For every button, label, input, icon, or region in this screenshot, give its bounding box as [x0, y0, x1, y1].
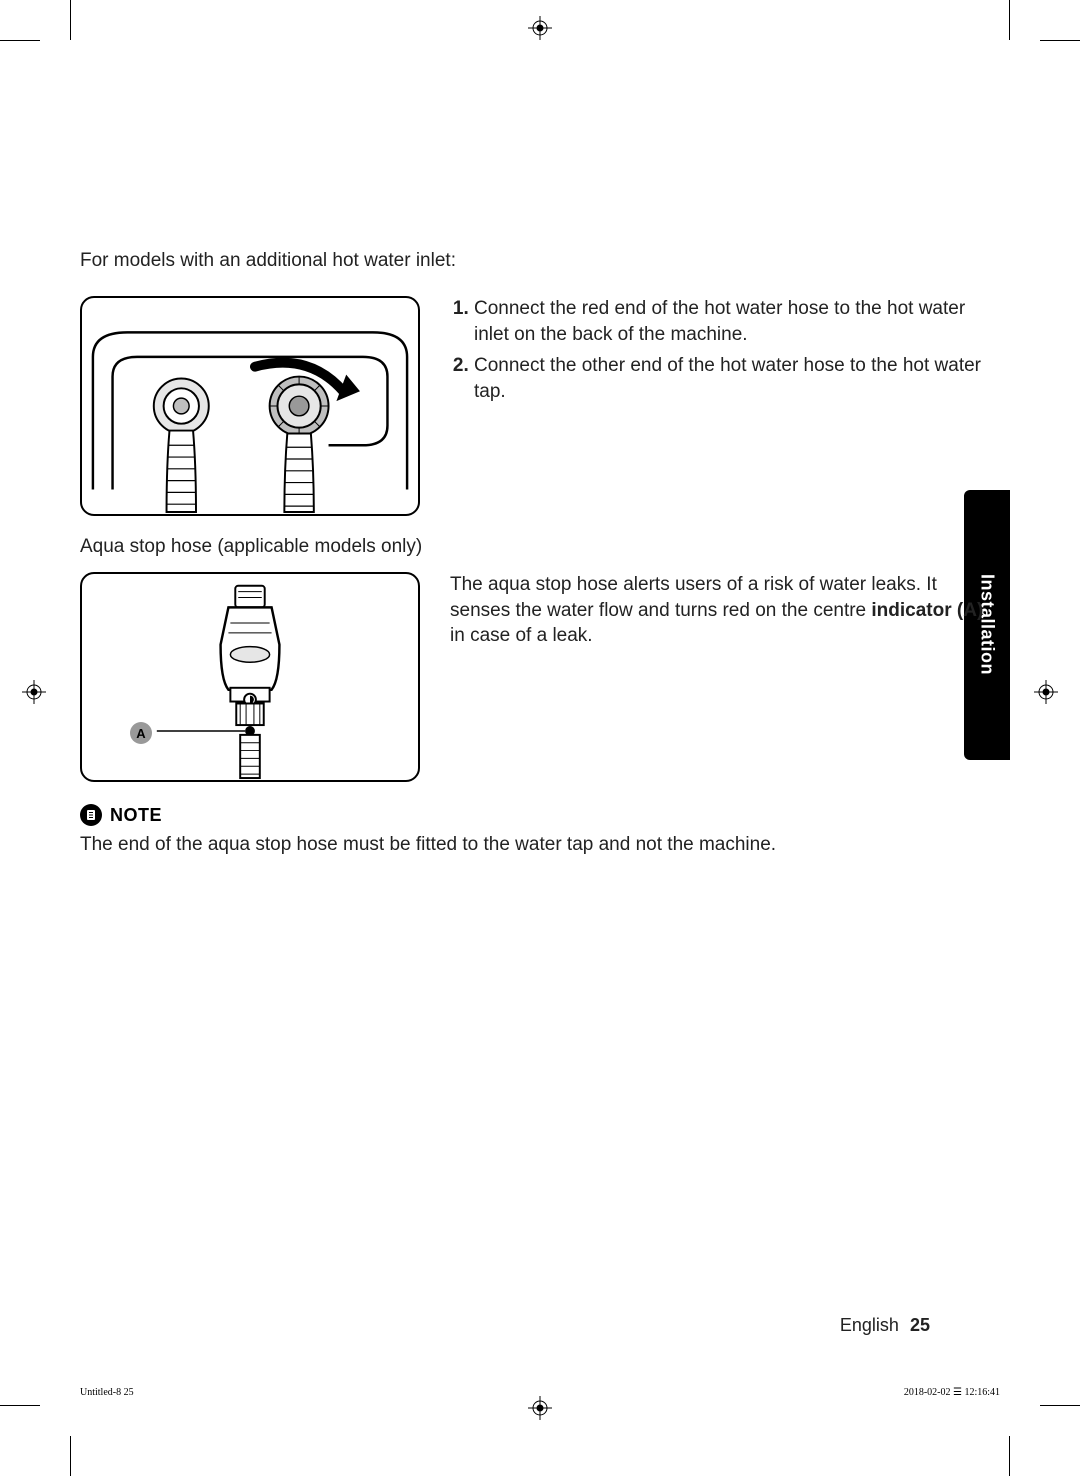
callout-badge-a: A	[130, 722, 152, 744]
aqua-text-before: The aqua stop hose alerts users of a ris…	[450, 574, 937, 621]
section-aqua-stop: A The aqua stop hose alerts users of a r…	[80, 572, 1000, 782]
section-hot-water: Connect the red end of the hot water hos…	[80, 296, 1000, 516]
figure-hot-water-inlet	[80, 296, 420, 516]
registration-mark-icon	[528, 1396, 552, 1420]
figure-aqua-stop-hose: A	[80, 572, 420, 782]
crop-mark	[1040, 1405, 1080, 1406]
imprint-right: 2018-02-02 ☰ 12:16:41	[904, 1387, 1000, 1398]
crop-mark	[70, 0, 71, 40]
crop-mark	[70, 1436, 71, 1476]
footer-page-number: 25	[910, 1315, 930, 1335]
note-label: NOTE	[110, 805, 162, 826]
crop-mark	[1040, 40, 1080, 41]
registration-mark-icon	[22, 680, 46, 704]
registration-mark-icon	[528, 16, 552, 40]
registration-mark-icon	[1034, 680, 1058, 704]
note-icon	[80, 804, 102, 826]
aqua-text-after: in case of a leak.	[450, 625, 593, 646]
crop-mark	[0, 40, 40, 41]
page-content: For models with an additional hot water …	[80, 250, 1000, 858]
page-footer: English 25	[840, 1315, 930, 1336]
step-item: Connect the other end of the hot water h…	[474, 353, 1000, 404]
aqua-stop-description: The aqua stop hose alerts users of a ris…	[450, 572, 1000, 782]
note-header: NOTE	[80, 804, 1000, 826]
sub-heading: Aqua stop hose (applicable models only)	[80, 536, 1000, 558]
step-item: Connect the red end of the hot water hos…	[474, 296, 1000, 347]
aqua-text-bold: indicator (A)	[871, 600, 983, 621]
steps-list: Connect the red end of the hot water hos…	[450, 296, 1000, 516]
footer-language: English	[840, 1315, 899, 1335]
note-text: The end of the aqua stop hose must be fi…	[80, 832, 1000, 858]
crop-mark	[1009, 0, 1010, 40]
imprint-left: Untitled-8 25	[80, 1387, 134, 1398]
intro-text: For models with an additional hot water …	[80, 250, 1000, 272]
callout-label: A	[136, 726, 145, 741]
crop-mark	[0, 1405, 40, 1406]
crop-mark	[1009, 1436, 1010, 1476]
